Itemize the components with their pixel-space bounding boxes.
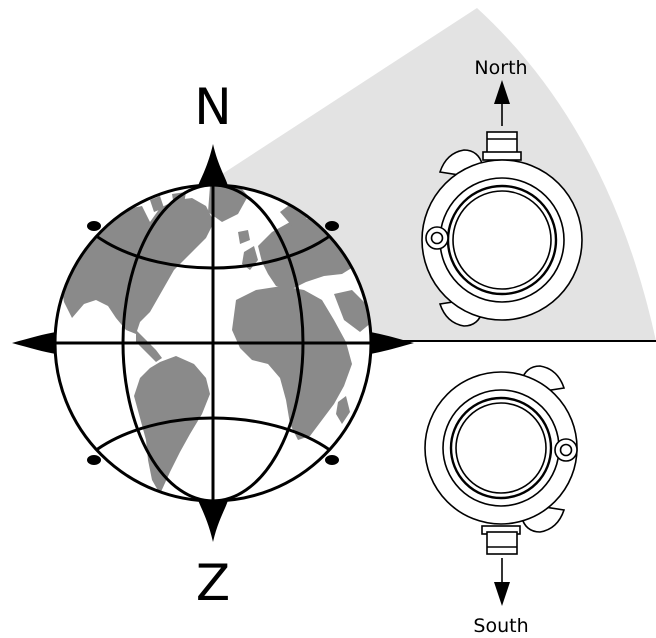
- south-label: South: [473, 615, 528, 637]
- spike-south: [198, 500, 228, 542]
- spike-north: [198, 144, 228, 186]
- north-label: North: [474, 57, 527, 79]
- device-north: [421, 131, 583, 327]
- arabian-peninsula: [334, 290, 371, 332]
- arctic-islands: [150, 192, 250, 244]
- north-letter: N: [194, 78, 231, 136]
- dot-top-left: [87, 221, 101, 231]
- device-south: [424, 365, 578, 555]
- dot-bottom-right: [325, 455, 339, 465]
- meridian-inner: [121, 185, 305, 501]
- device-south-connector: [486, 531, 518, 555]
- device-south-lens: [449, 396, 553, 500]
- north-arrow: [494, 80, 510, 126]
- continent-central-america: [136, 330, 162, 362]
- device-north-connector: [486, 131, 518, 155]
- dot-bottom-left: [87, 455, 101, 465]
- device-north-screw: [425, 226, 449, 250]
- spike-west: [12, 332, 56, 354]
- parallel-north: [61, 185, 365, 270]
- parallel-south: [61, 416, 365, 501]
- continent-africa: [232, 286, 352, 440]
- south-letter: Z: [196, 554, 230, 612]
- device-south-body: [424, 371, 578, 525]
- graticule: [55, 185, 371, 501]
- device-north-body: [421, 159, 583, 321]
- device-south-screw: [554, 438, 578, 462]
- spike-east: [370, 332, 414, 354]
- madagascar: [336, 396, 350, 424]
- south-arrow: [494, 558, 510, 606]
- compass-spikes: [12, 144, 414, 542]
- dot-top-right: [325, 221, 339, 231]
